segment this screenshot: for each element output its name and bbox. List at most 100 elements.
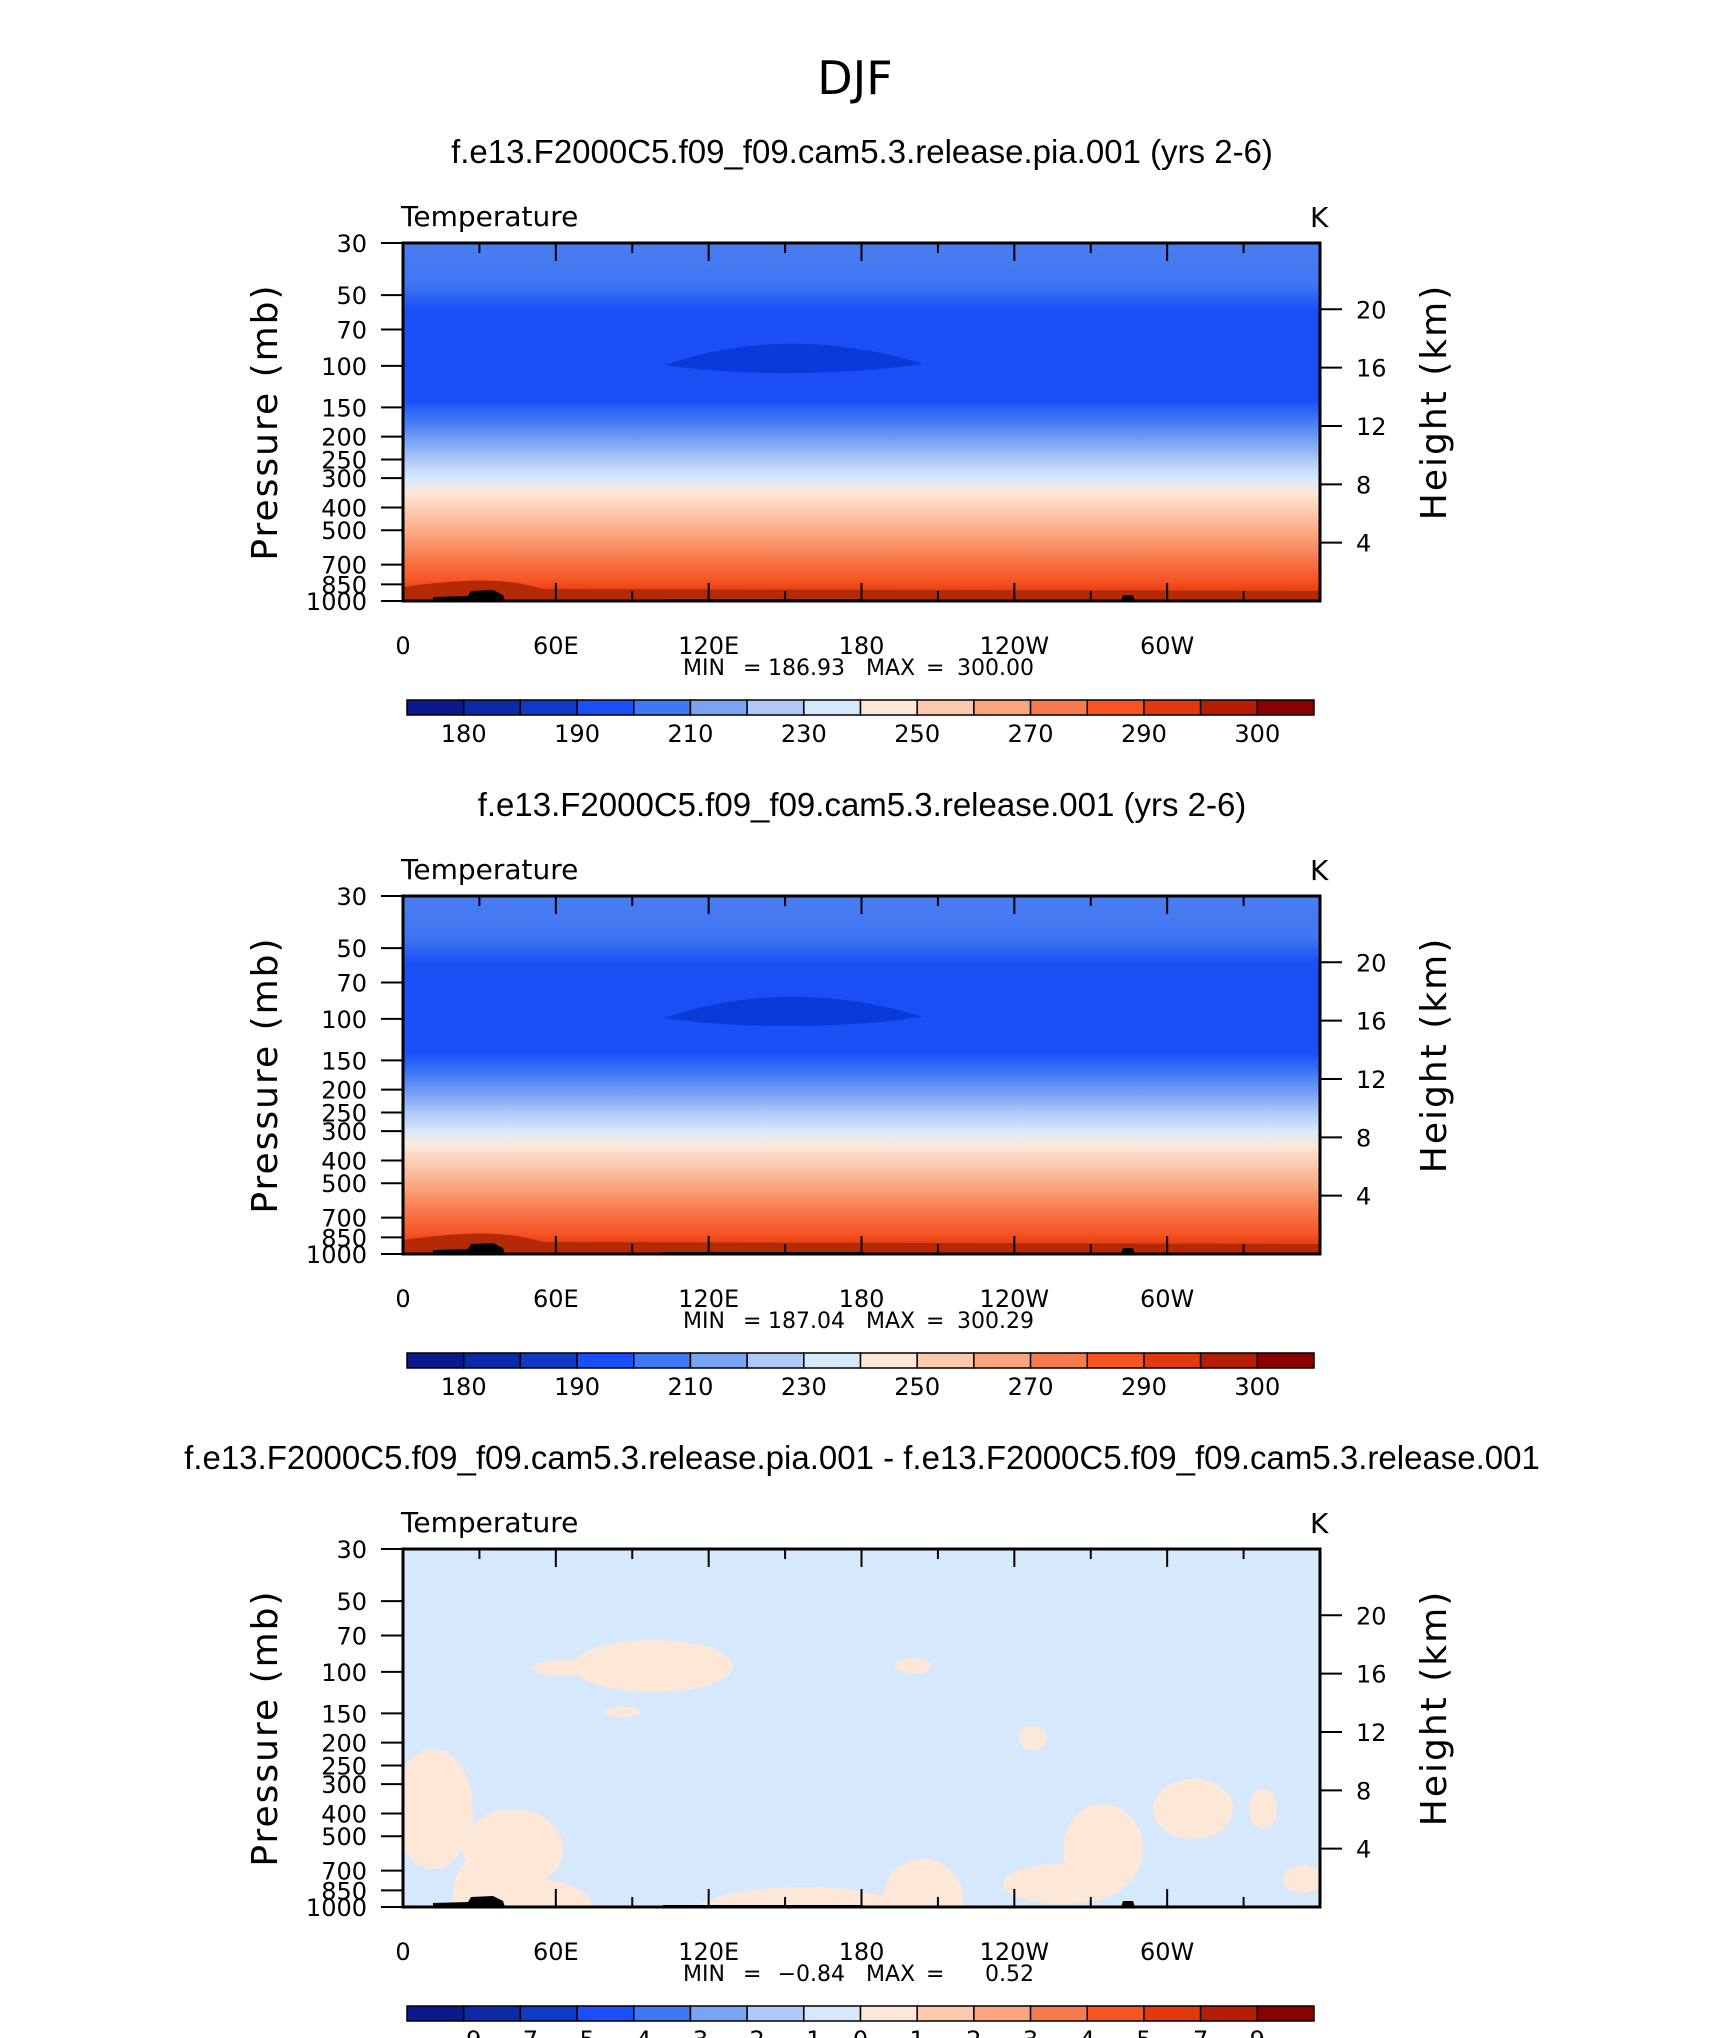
y-axis-title: Pressure (mb) — [245, 1589, 286, 1866]
panel-2: f.e13.F2000C5.f09_f09.cam5.3.release.001… — [245, 786, 1455, 1401]
colorbar-label: −2 — [729, 2026, 764, 2038]
min-label: MIN — [683, 1309, 725, 1334]
colorbar-box — [633, 2005, 692, 2022]
topography-tibet — [433, 590, 505, 601]
colorbar-label: 210 — [668, 720, 714, 748]
y-tick-label: 700 — [321, 552, 367, 580]
positive-anomaly-region — [605, 1707, 641, 1717]
y-right-tick-label: 8 — [1356, 1777, 1371, 1805]
colorbar-box — [519, 699, 578, 716]
panel-title: f.e13.F2000C5.f09_f09.cam5.3.release.001… — [478, 786, 1247, 823]
plot-field — [403, 243, 1320, 601]
colorbar-box — [1199, 699, 1259, 716]
y-right-tick-label: 4 — [1356, 530, 1371, 558]
y-tick-label: 500 — [321, 1823, 367, 1851]
colorbar-box — [803, 699, 862, 716]
colorbar: 180 190 210 230 250 270 290 300 — [406, 1352, 1315, 1401]
x-tick-label: 120W — [980, 1938, 1050, 1966]
colorbar-label: 250 — [894, 720, 940, 748]
y-tick-label: 200 — [321, 1077, 367, 1105]
y-tick-label: 70 — [336, 970, 367, 998]
y-tick-label: 250 — [321, 1099, 367, 1127]
colorbar-box — [916, 699, 975, 716]
y-tick-label: 850 — [321, 1224, 367, 1252]
min-value: 187.04 — [768, 1309, 845, 1334]
colorbar-box — [519, 2005, 578, 2022]
min-equals: = — [743, 656, 761, 681]
positive-anomaly-region — [573, 1640, 733, 1692]
temperature-field — [403, 896, 1320, 1254]
colorbar-box — [916, 2005, 975, 2022]
y-right-tick-label: 12 — [1356, 413, 1387, 441]
y-right-axis-title: Height (km) — [1414, 284, 1455, 520]
colorbar-box — [1143, 699, 1202, 716]
colorbar-label: 270 — [1008, 1373, 1054, 1401]
colorbar-box — [973, 2005, 1032, 2022]
y-right-axis-title: Height (km) — [1414, 1590, 1455, 1826]
y-tick-label: 100 — [321, 1006, 367, 1034]
colorbar-box — [462, 2005, 522, 2022]
y-right-tick-label: 8 — [1356, 471, 1371, 499]
colorbar-box — [859, 699, 918, 716]
colorbar-box — [1256, 2005, 1315, 2022]
colorbar-box — [1029, 2005, 1088, 2022]
colorbar-label: 190 — [554, 1373, 600, 1401]
x-tick-label: 180 — [839, 1285, 885, 1313]
x-tick-label: 60W — [1140, 1938, 1194, 1966]
y-tick-label: 300 — [321, 1771, 367, 1799]
x-tick-label: 0 — [395, 1285, 410, 1313]
figure-title: DJF — [817, 51, 892, 105]
colorbar-box — [973, 1352, 1032, 1369]
colorbar-box — [462, 699, 522, 716]
y-tick-label: 50 — [336, 282, 367, 310]
min-equals: = — [743, 1309, 761, 1334]
y-tick-label: 150 — [321, 1047, 367, 1075]
y-right-tick-label: 20 — [1356, 949, 1387, 977]
x-tick-label: 120E — [678, 1285, 739, 1313]
y-tick-label: 1000 — [306, 1894, 367, 1922]
colorbar-box — [519, 1352, 578, 1369]
positive-anomaly-region — [1019, 1726, 1047, 1750]
panels: f.e13.F2000C5.f09_f09.cam5.3.release.pia… — [184, 133, 1540, 2038]
positive-anomaly-region — [895, 1658, 931, 1674]
colorbar-box — [746, 1352, 805, 1369]
positive-anomaly-region — [883, 1859, 963, 1907]
colorbar-label: 290 — [1121, 720, 1167, 748]
y-tick-label: 850 — [321, 1877, 367, 1905]
x-tick-label: 180 — [839, 1938, 885, 1966]
x-tick-label: 60W — [1140, 632, 1194, 660]
colorbar-label: 230 — [781, 1373, 827, 1401]
panel-3: f.e13.F2000C5.f09_f09.cam5.3.release.pia… — [184, 1439, 1540, 2038]
x-tick-label: 120E — [678, 632, 739, 660]
max-equals: = — [926, 656, 944, 681]
max-value: 300.29 — [957, 1309, 1034, 1334]
y-right-tick-label: 16 — [1356, 1008, 1387, 1036]
y-axis-title: Pressure (mb) — [245, 283, 286, 560]
x-tick-label: 0 — [395, 632, 410, 660]
x-tick-label: 60E — [533, 1285, 579, 1313]
max-label: MAX — [866, 1962, 915, 1987]
y-tick-label: 100 — [321, 1659, 367, 1687]
colorbar-label: 0 — [853, 2026, 868, 2038]
units-label: K — [1310, 854, 1329, 887]
max-value: 0.52 — [985, 1962, 1034, 1987]
colorbar-box — [1199, 1352, 1259, 1369]
y-right-tick-label: 12 — [1356, 1066, 1387, 1094]
y-right-tick-label: 8 — [1356, 1124, 1371, 1152]
max-equals: = — [926, 1309, 944, 1334]
variable-label: Temperature — [400, 200, 578, 233]
positive-anomaly-region — [1283, 1865, 1320, 1893]
colorbar-box — [916, 1352, 975, 1369]
units-label: K — [1310, 1507, 1329, 1540]
y-tick-label: 250 — [321, 1752, 367, 1780]
colorbar-box — [576, 699, 635, 716]
colorbar-box — [1086, 1352, 1145, 1369]
max-value: 300.00 — [957, 656, 1034, 681]
y-tick-label: 70 — [336, 317, 367, 345]
y-right-tick-label: 12 — [1356, 1719, 1387, 1747]
panel-title: f.e13.F2000C5.f09_f09.cam5.3.release.pia… — [184, 1439, 1540, 1476]
colorbar-label: 1 — [910, 2026, 925, 2038]
colorbar-label: −4 — [616, 2026, 651, 2038]
topography-tibet — [433, 1896, 505, 1907]
